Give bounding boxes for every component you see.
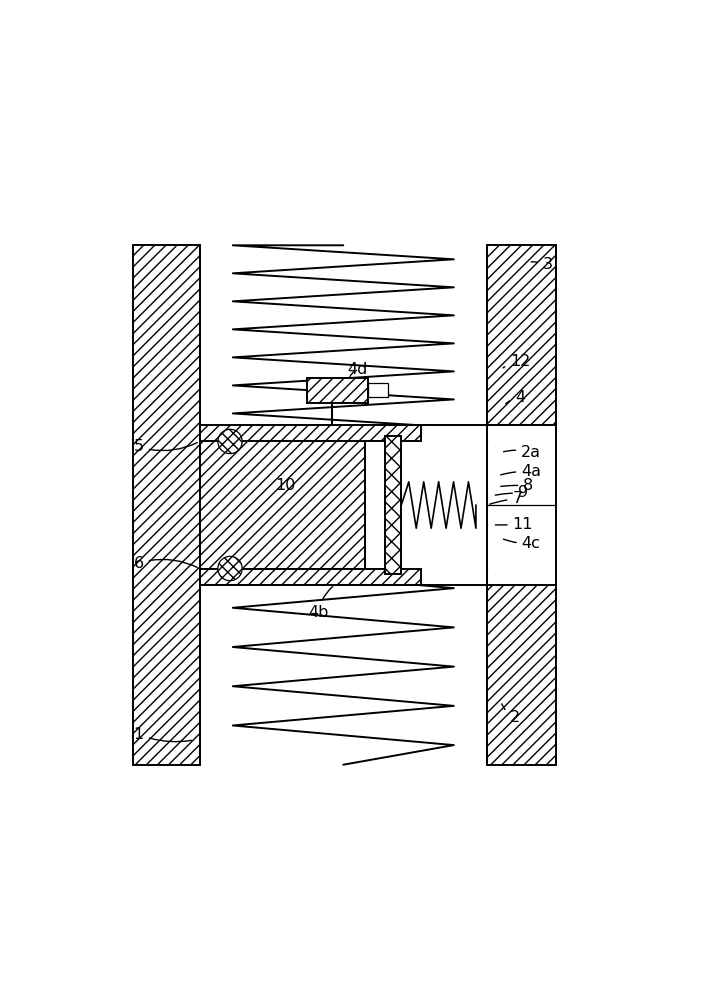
Text: 4c: 4c: [503, 536, 540, 551]
Bar: [200, 441, 366, 569]
Text: 4b: 4b: [308, 586, 333, 620]
Text: 4a: 4a: [501, 464, 541, 479]
Bar: [385, 436, 401, 574]
Bar: [487, 245, 556, 425]
Bar: [200, 569, 421, 585]
Bar: [487, 585, 556, 765]
Bar: [133, 245, 200, 765]
Bar: [200, 425, 421, 441]
Text: 4: 4: [506, 390, 525, 405]
Bar: [366, 425, 487, 585]
Bar: [307, 378, 368, 403]
Text: 5: 5: [134, 439, 198, 454]
Text: 7: 7: [490, 491, 523, 506]
Text: 9: 9: [496, 485, 528, 500]
Text: 11: 11: [496, 517, 533, 532]
Bar: [368, 383, 388, 397]
Text: 10: 10: [275, 478, 295, 493]
Text: 6: 6: [134, 556, 198, 571]
Text: 12: 12: [503, 354, 530, 369]
Text: 2a: 2a: [503, 445, 541, 460]
Text: 1: 1: [134, 727, 191, 742]
Text: 3: 3: [531, 257, 553, 272]
Text: 8: 8: [501, 478, 533, 493]
Circle shape: [218, 556, 242, 581]
Text: 4d: 4d: [347, 362, 367, 377]
Text: 2: 2: [502, 704, 520, 725]
Circle shape: [218, 429, 242, 454]
